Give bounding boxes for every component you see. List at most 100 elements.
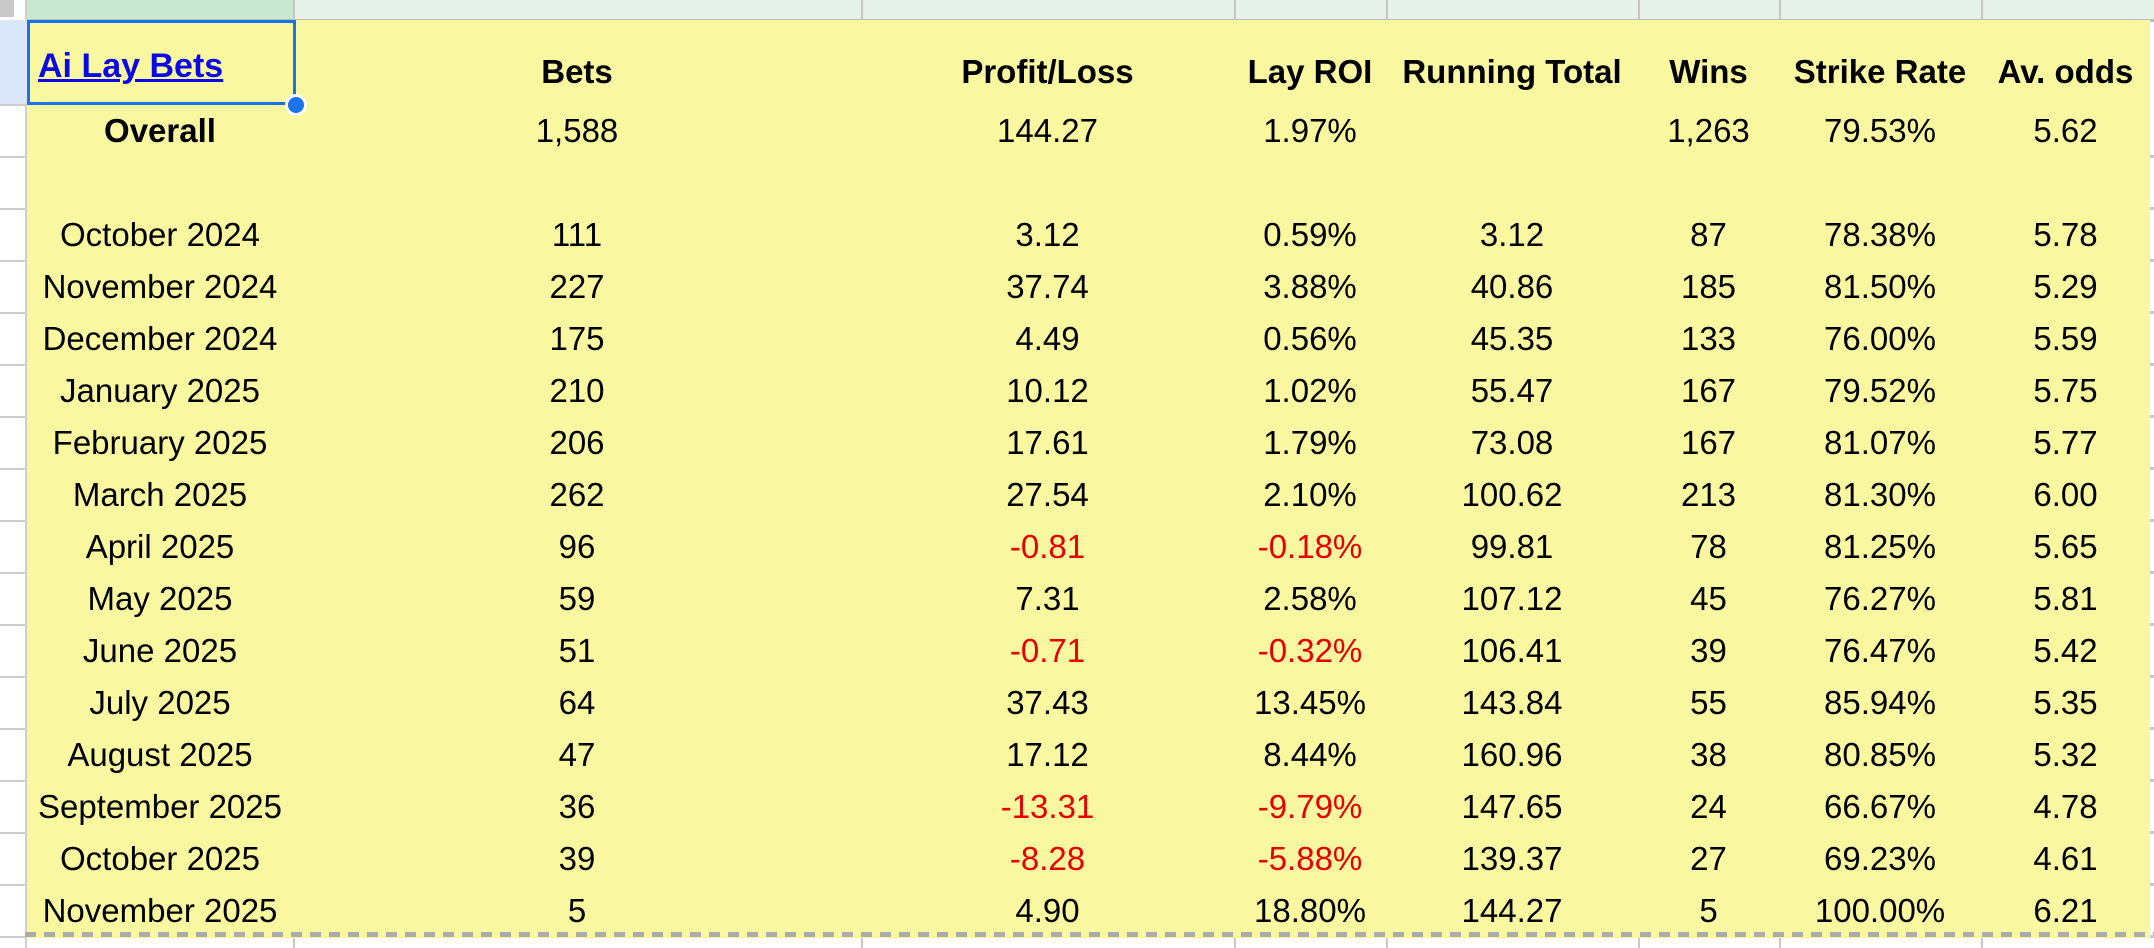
cell-strike[interactable]: 81.50% xyxy=(1824,268,1936,305)
cell-bets[interactable]: 1,588 xyxy=(535,112,619,149)
cell-label[interactable]: Overall xyxy=(104,112,216,149)
ai-lay-bets-link[interactable]: Ai Lay Bets xyxy=(38,47,224,85)
column-header-bets[interactable]: Bets xyxy=(541,53,613,90)
cell-profit[interactable]: 4.90 xyxy=(1015,892,1080,929)
cell-strike[interactable]: 78.38% xyxy=(1824,216,1936,253)
cell-label[interactable]: July 2025 xyxy=(89,684,231,721)
cell-avodds[interactable]: 5.62 xyxy=(2033,112,2098,149)
column-header-wins[interactable]: Wins xyxy=(1669,53,1748,90)
cell-wins[interactable]: 5 xyxy=(1699,892,1718,929)
cell-running[interactable]: 99.81 xyxy=(1470,528,1554,565)
cell-avodds[interactable]: 5.35 xyxy=(2033,684,2098,721)
column-header-avodds[interactable]: Av. odds xyxy=(1997,53,2134,90)
cell-running[interactable]: 107.12 xyxy=(1461,580,1563,617)
cell-label[interactable]: June 2025 xyxy=(82,632,238,669)
cell-running[interactable]: 55.47 xyxy=(1470,372,1554,409)
cell-wins[interactable]: 24 xyxy=(1690,788,1727,825)
cell-label[interactable]: October 2024 xyxy=(60,216,260,253)
cell-avodds[interactable]: 6.21 xyxy=(2033,892,2098,929)
cell-wins[interactable]: 133 xyxy=(1680,320,1737,357)
cell-wins[interactable]: 78 xyxy=(1690,528,1727,565)
cell-running[interactable]: 45.35 xyxy=(1470,320,1554,357)
cell-wins[interactable]: 213 xyxy=(1680,476,1737,513)
cell-avodds[interactable]: 6.00 xyxy=(2033,476,2098,513)
cell-profit[interactable]: 27.54 xyxy=(1006,476,1089,513)
cell-profit[interactable]: 37.74 xyxy=(1006,268,1089,305)
cell-roi[interactable]: 8.44% xyxy=(1263,736,1357,773)
cell-label[interactable]: January 2025 xyxy=(60,372,260,409)
cell-strike[interactable]: 76.00% xyxy=(1824,320,1936,357)
cell-bets[interactable]: 206 xyxy=(549,424,605,461)
cell-roi[interactable]: -0.32% xyxy=(1257,632,1363,669)
cell-avodds[interactable]: 5.81 xyxy=(2033,580,2098,617)
cell-bets[interactable]: 47 xyxy=(558,736,596,773)
cell-avodds[interactable]: 5.29 xyxy=(2033,268,2098,305)
cell-running[interactable]: 139.37 xyxy=(1461,840,1563,877)
cell-profit[interactable]: 10.12 xyxy=(1006,372,1089,409)
cell-wins[interactable]: 45 xyxy=(1690,580,1727,617)
cell-running[interactable]: 106.41 xyxy=(1461,632,1563,669)
cell-profit[interactable]: -8.28 xyxy=(1009,840,1086,877)
cell-strike[interactable]: 79.53% xyxy=(1824,112,1936,149)
cell-avodds[interactable]: 5.59 xyxy=(2033,320,2098,357)
cell-avodds[interactable]: 5.77 xyxy=(2033,424,2098,461)
cell-label[interactable]: November 2025 xyxy=(42,892,278,929)
cell-strike[interactable]: 80.85% xyxy=(1824,736,1936,773)
cell-bets[interactable]: 51 xyxy=(558,632,596,669)
cell-bets[interactable]: 210 xyxy=(549,372,605,409)
column-header-roi[interactable]: Lay ROI xyxy=(1247,53,1373,90)
cell-roi[interactable]: 1.02% xyxy=(1263,372,1357,409)
cell-avodds[interactable]: 5.32 xyxy=(2033,736,2098,773)
cell-profit[interactable]: 3.12 xyxy=(1015,216,1080,253)
cell-running[interactable]: 40.86 xyxy=(1470,268,1554,305)
cell-roi[interactable]: 0.59% xyxy=(1263,216,1357,253)
cell-profit[interactable]: 4.49 xyxy=(1015,320,1080,357)
cell-bets[interactable]: 227 xyxy=(549,268,605,305)
column-header-strike[interactable]: Strike Rate xyxy=(1793,53,1967,90)
cell-avodds[interactable]: 5.78 xyxy=(2033,216,2098,253)
cell-roi[interactable]: 1.79% xyxy=(1263,424,1357,461)
cell-above-month-column[interactable] xyxy=(27,0,293,19)
cell-roi[interactable]: 18.80% xyxy=(1254,892,1366,929)
cell-label[interactable]: April 2025 xyxy=(85,528,235,565)
cell-strike[interactable]: 81.25% xyxy=(1824,528,1936,565)
cell-roi[interactable]: -5.88% xyxy=(1257,840,1363,877)
cell-strike[interactable]: 66.67% xyxy=(1824,788,1936,825)
cell-strike[interactable]: 81.07% xyxy=(1824,424,1936,461)
cell-label[interactable]: August 2025 xyxy=(67,736,253,773)
cell-bets[interactable]: 39 xyxy=(558,840,596,877)
cell-label[interactable]: September 2025 xyxy=(37,788,282,825)
cell-wins[interactable]: 27 xyxy=(1690,840,1727,877)
cell-bets[interactable]: 59 xyxy=(558,580,596,617)
cell-profit[interactable]: -0.71 xyxy=(1009,632,1086,669)
fill-handle[interactable] xyxy=(285,94,307,116)
cell-profit[interactable]: 17.61 xyxy=(1006,424,1089,461)
cell-bets[interactable]: 111 xyxy=(551,216,603,253)
row-edge-column[interactable] xyxy=(0,0,27,948)
cell-wins[interactable]: 167 xyxy=(1680,372,1737,409)
cell-roi[interactable]: 0.56% xyxy=(1263,320,1357,357)
cells-above-table[interactable] xyxy=(27,0,2154,19)
cell-wins[interactable]: 167 xyxy=(1680,424,1737,461)
cell-wins[interactable]: 185 xyxy=(1680,268,1737,305)
cell-label[interactable]: February 2025 xyxy=(52,424,268,461)
cell-strike[interactable]: 81.30% xyxy=(1824,476,1936,513)
cell-profit[interactable]: -0.81 xyxy=(1009,528,1086,565)
cell-bets[interactable]: 96 xyxy=(558,528,596,565)
cell-roi[interactable]: 13.45% xyxy=(1254,684,1366,721)
cell-avodds[interactable]: 4.61 xyxy=(2033,840,2098,877)
cell-running[interactable]: 144.27 xyxy=(1461,892,1563,929)
cell-bets[interactable]: 64 xyxy=(558,684,596,721)
cell-running[interactable]: 100.62 xyxy=(1461,476,1563,513)
cell-roi[interactable]: 2.10% xyxy=(1263,476,1357,513)
cell-label[interactable]: December 2024 xyxy=(42,320,278,357)
cell-profit[interactable]: 17.12 xyxy=(1006,736,1089,773)
cell-strike[interactable]: 69.23% xyxy=(1824,840,1936,877)
cell-label[interactable]: May 2025 xyxy=(87,580,233,617)
cell-wins[interactable]: 55 xyxy=(1690,684,1727,721)
cell-label[interactable]: November 2024 xyxy=(42,268,278,305)
cell-wins[interactable]: 38 xyxy=(1690,736,1727,773)
cell-label[interactable]: October 2025 xyxy=(60,840,260,877)
cell-roi[interactable]: 3.88% xyxy=(1263,268,1357,305)
cell-running[interactable]: 3.12 xyxy=(1479,216,1545,253)
